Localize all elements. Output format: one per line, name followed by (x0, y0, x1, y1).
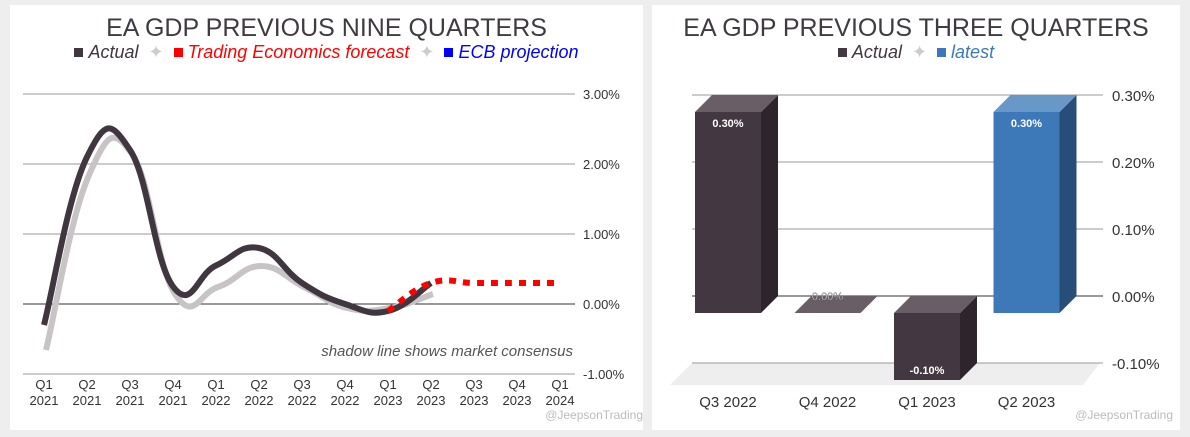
x-tick-label: 2022 (245, 393, 274, 408)
chart-legend: Actual ✦ latest (652, 42, 1180, 63)
legend-item-actual: Actual (837, 42, 902, 62)
x-tick-label: Q2 (250, 377, 267, 392)
chart-title: EA GDP PREVIOUS NINE QUARTERS (106, 14, 547, 42)
x-tick-label: Q4 (164, 377, 181, 392)
x-tick-label: Q2 (78, 377, 95, 392)
nine-quarters-chart-panel: EA GDP PREVIOUS NINE QUARTERS Actual ✦ Tra… (10, 5, 643, 430)
legend-item-actual: Actual (74, 42, 139, 62)
watermark: @JeepsonTrading (1075, 408, 1173, 422)
legend-item-ecb-projection: ECB projection (444, 42, 579, 62)
x-tick-label: 2021 (73, 393, 102, 408)
x-tick-label: 2023 (503, 393, 532, 408)
x-tick-label: Q1 (35, 377, 52, 392)
x-tick-label: Q4 2022 (799, 394, 857, 411)
x-tick-label: 2021 (30, 393, 59, 408)
bar-side (1059, 95, 1077, 313)
x-tick-label: Q1 (551, 377, 568, 392)
actual-line (41, 125, 433, 326)
x-tick-label: Q3 (293, 377, 310, 392)
bar-side (761, 95, 778, 313)
bar-top (794, 296, 878, 313)
y-tick-label: 0.10% (1112, 222, 1155, 239)
y-tick-label: 0.30% (1112, 88, 1155, 105)
x-tick-label: Q3 (465, 377, 482, 392)
x-tick-label: 2023 (460, 393, 489, 408)
x-tick-label: Q3 (121, 377, 138, 392)
y-tick-label: -0.10% (1112, 356, 1160, 373)
bar-data-label: 0.30% (1011, 118, 1042, 130)
x-tick-label: 2024 (546, 393, 575, 408)
legend-item-te-forecast: Trading Economics forecast (173, 42, 409, 62)
bar-front (894, 313, 960, 380)
y-tick-label: 3.00% (583, 87, 620, 102)
bar-front (993, 112, 1060, 313)
bar-side (960, 296, 977, 380)
bar-data-label: 0.00% (812, 291, 843, 303)
x-tick-label: Q1 (379, 377, 396, 392)
chart-floor (670, 363, 1100, 385)
x-tick-label: 2022 (202, 393, 231, 408)
te-forecast-line (386, 277, 560, 314)
x-tick-label: Q1 (207, 377, 224, 392)
x-tick-label: 2022 (288, 393, 317, 408)
annotation: shadow line shows market consensus (321, 343, 573, 360)
chart-title: EA GDP PREVIOUS THREE QUARTERS (683, 14, 1149, 42)
x-tick-label: Q3 2022 (699, 394, 757, 411)
bar-data-label: 0.30% (712, 118, 743, 130)
x-tick-label: Q4 (508, 377, 525, 392)
y-tick-label: 0.00% (583, 297, 620, 312)
x-tick-label: 2023 (374, 393, 403, 408)
bar-top (695, 95, 778, 112)
x-tick-label: Q1 2023 (898, 394, 956, 411)
x-tick-label: 2022 (331, 393, 360, 408)
chart-legend: Actual ✦ Trading Economics forecast ✦ ECB pr… (10, 42, 643, 63)
x-tick-label: 2021 (116, 393, 145, 408)
y-tick-label: 0.00% (1112, 289, 1155, 306)
bar-top (894, 296, 977, 313)
y-tick-label: 2.00% (583, 157, 620, 172)
bar-data-label: -0.10% (910, 365, 945, 377)
y-tick-label: 1.00% (583, 227, 620, 242)
y-tick-label: 0.20% (1112, 155, 1155, 172)
x-tick-label: Q4 (336, 377, 353, 392)
bar-top (993, 95, 1077, 112)
watermark: @JeepsonTrading (545, 408, 643, 422)
y-tick-label: -1.00% (583, 367, 625, 382)
legend-item-latest: latest (937, 42, 994, 62)
x-tick-label: 2021 (159, 393, 188, 408)
bar-front (695, 112, 761, 313)
x-tick-label: 2023 (417, 393, 446, 408)
x-tick-label: Q2 (422, 377, 439, 392)
x-tick-label: Q2 2023 (998, 394, 1056, 411)
